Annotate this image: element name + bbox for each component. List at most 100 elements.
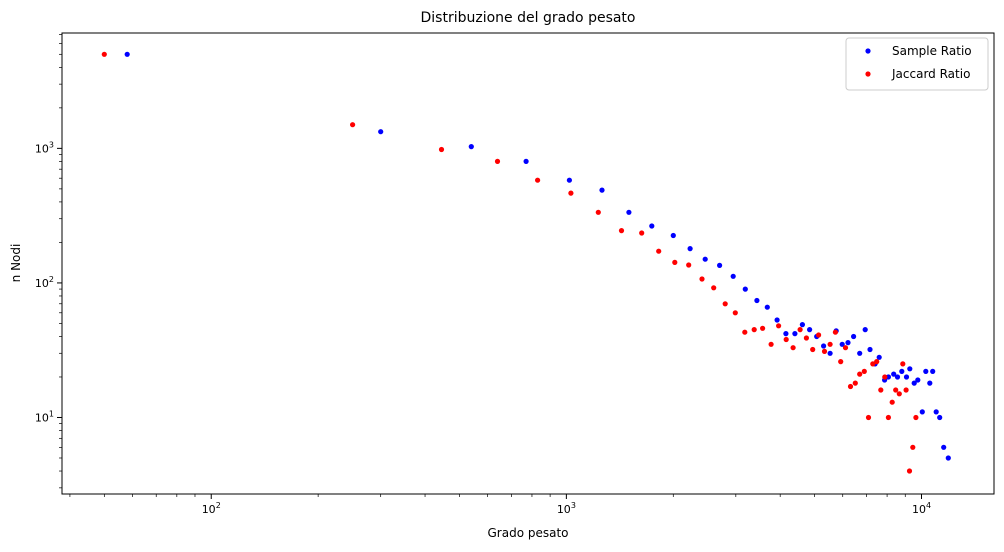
data-point [751,327,757,333]
data-point [838,359,844,365]
data-point [874,359,880,365]
data-point [933,409,939,415]
data-point [776,323,782,329]
data-point [101,51,107,57]
data-point [930,368,936,374]
data-point [595,209,601,215]
data-point [821,348,828,354]
data-point [656,248,662,254]
data-point [827,341,833,347]
plot-area [101,51,951,474]
data-point [783,331,789,337]
data-point [742,286,748,292]
data-point [847,383,854,390]
data-point [845,340,851,346]
data-point [670,232,676,239]
data-point [941,444,947,450]
data-point [717,262,723,268]
data-point [876,354,882,360]
data-point [851,333,857,340]
data-point [899,368,905,374]
data-point [903,374,910,380]
data-point [945,455,951,461]
data-point [768,341,774,347]
data-point [803,335,810,341]
data-point [865,414,872,421]
data-point [857,350,863,356]
data-point [686,262,692,268]
data-point [764,304,770,310]
data-point [867,346,873,353]
data-point [494,158,501,164]
data-point [797,327,803,333]
legend-label: Jaccard Ratio [891,67,970,81]
data-point [894,374,901,380]
data-point [810,346,816,353]
data-point [599,187,605,193]
data-point [730,273,736,279]
data-point [852,380,858,386]
data-point [861,368,867,374]
data-point [910,444,916,450]
data-point [792,331,798,337]
data-point [774,317,780,323]
data-point [821,343,827,349]
legend-label: Sample Ratio [892,44,972,58]
data-point [919,409,925,415]
data-point [711,285,717,291]
data-point [937,414,943,421]
data-point [857,371,863,377]
data-point [687,246,693,252]
data-point [699,276,705,282]
data-point [870,361,876,367]
data-point [896,391,902,397]
data-point [906,468,913,474]
data-point [885,414,892,421]
chart-title: Distribuzione del grado pesato [421,10,636,26]
data-point [842,345,849,351]
data-point [827,350,833,356]
data-point [923,368,929,374]
data-point [568,190,574,196]
data-point [889,399,895,405]
data-point [913,414,919,421]
data-point [783,336,789,343]
data-point [927,380,933,386]
data-point [816,332,822,338]
x-axis-label: Grado pesato [487,526,568,540]
data-point [468,144,474,150]
data-point [535,177,541,183]
data-point [722,301,728,307]
data-point [799,322,806,328]
data-point [760,325,766,331]
data-point [639,230,645,236]
data-point [742,329,748,335]
data-point [790,345,796,351]
data-point [523,158,529,164]
data-point [649,223,655,229]
data-point [900,361,906,367]
data-point [350,122,356,128]
data-point [893,387,899,393]
plot-frame [61,32,995,495]
data-point [891,371,897,377]
data-point [626,209,632,215]
data-point [618,228,625,234]
data-point [438,146,445,153]
data-point [702,256,708,262]
legend-frame [845,37,989,91]
legend: Sample Ratio Jaccard Ratio [845,37,989,91]
data-point [882,374,888,380]
data-point [807,327,813,333]
data-point [907,366,913,372]
data-point [862,327,868,333]
data-point [878,387,884,393]
data-point [124,51,130,57]
legend-marker [865,48,871,54]
data-point [915,377,921,383]
data-point [911,380,917,386]
data-point [903,387,909,393]
data-point [754,297,760,304]
